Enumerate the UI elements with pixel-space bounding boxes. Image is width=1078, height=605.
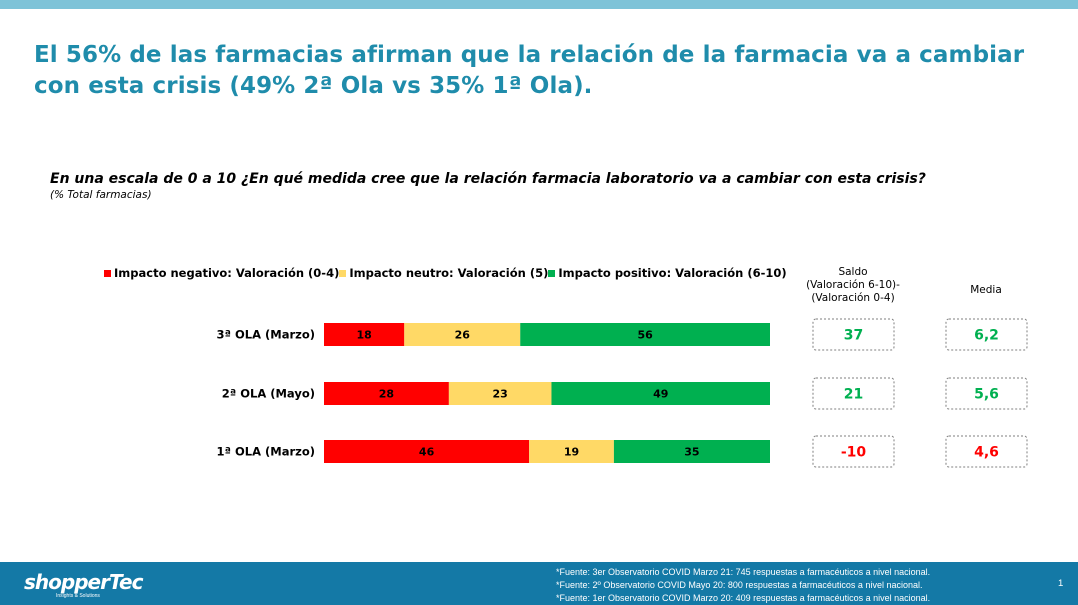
saldo-box [812,435,895,468]
category-label: 3ª OLA (Marzo) [217,328,315,342]
saldo-value: 21 [844,387,863,403]
media-box [945,318,1028,351]
legend-label-negative: Impacto negativo: Valoración (0-4) [114,266,340,280]
saldo-header: Saldo (Valoración 6-10)- (Valoración 0-4… [798,266,908,305]
bar-segment [324,382,449,405]
saldo-value: 37 [844,328,863,344]
media-box [945,377,1028,410]
category-label: 1ª OLA (Marzo) [217,445,315,459]
legend-label-positive: Impacto positivo: Valoración (6-10) [558,266,787,280]
legend-swatch-neutral [339,269,347,277]
media-value: 6,2 [974,328,999,344]
bar-value-label: 49 [653,388,668,401]
bar-value-label: 18 [356,329,371,342]
bar-value-label: 46 [419,446,435,459]
category-label: 2ª OLA (Mayo) [222,387,315,401]
saldo-header-line-2: (Valoración 6-10)- [806,279,900,291]
bar-segment [324,323,405,346]
logo-tagline: Insights & Solutions [56,593,100,599]
stacked-bar-chart: 3ª OLA (Marzo) 18 26 56 37 6,2 2ª OLA (Mayo) 28… [217,318,1028,468]
bar-segment [404,323,521,346]
bar-segment [529,440,614,463]
source-note: *Fuente: 1er Observatorio COVID Marzo 20… [556,593,931,603]
footer-bar: shopperTec Insights & Solutions *Fuente:… [0,562,1078,605]
media-header: Media [970,284,1002,296]
shoppertec-logo: shopperTec [24,570,143,594]
media-value: 5,6 [974,387,999,403]
source-note: *Fuente: 2º Observatorio COVID Mayo 20: … [556,580,923,590]
legend-item-negative: Impacto negativo: Valoración (0-4) [104,266,339,280]
saldo-box [812,377,895,410]
bar-segment [613,440,770,463]
saldo-box [812,318,895,351]
chart-legend: Impacto negativo: Valoración (0-4) Impac… [104,266,787,280]
question-note: (% Total farmacias) [50,189,152,201]
bar-segment [520,323,770,346]
page-number: 1 [1058,578,1064,589]
top-accent-bar [0,0,1078,9]
legend-item-neutral: Impacto neutro: Valoración (5) [339,266,548,280]
source-notes: *Fuente: 3er Observatorio COVID Marzo 21… [556,566,930,605]
bar-value-label: 26 [455,329,471,342]
bar-segment [324,440,530,463]
bar-value-label: 19 [564,446,579,459]
survey-question: En una escala de 0 a 10 ¿En qué medida c… [50,171,926,187]
legend-item-positive: Impacto positivo: Valoración (6-10) [548,266,787,280]
saldo-value: -10 [841,445,867,461]
legend-label-neutral: Impacto neutro: Valoración (5) [349,266,549,280]
bar-value-label: 35 [684,446,699,459]
bar-segment [551,382,770,405]
slide-title: El 56% de las farmacias afirman que la r… [34,42,1025,99]
saldo-header-line-3: (Valoración 0-4) [811,292,895,304]
media-value: 4,6 [974,445,999,461]
source-note: *Fuente: 3er Observatorio COVID Marzo 21… [556,567,931,577]
bar-value-label: 56 [637,329,653,342]
bar-segment [448,382,552,405]
legend-swatch-positive [548,269,556,277]
saldo-header-line-1: Saldo [838,266,868,278]
bar-value-label: 28 [379,388,394,401]
legend-swatch-negative [104,269,111,277]
bar-value-label: 23 [493,388,508,401]
media-box [945,435,1028,468]
